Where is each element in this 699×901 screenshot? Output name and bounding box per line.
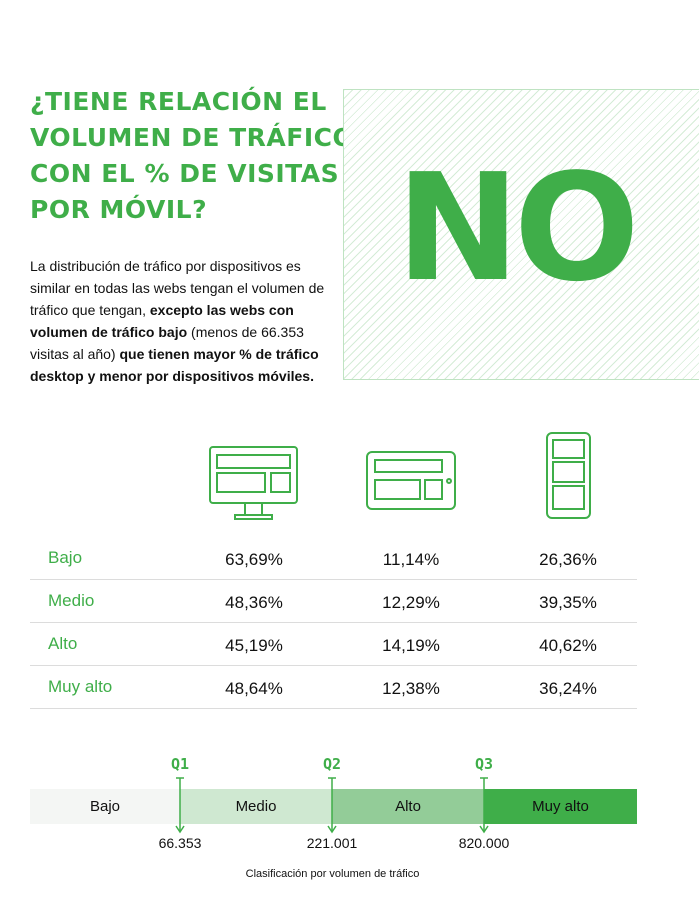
tablet-percent: 12,38% xyxy=(382,679,440,698)
mobile-percent: 26,36% xyxy=(539,550,597,569)
tablet-percent: 12,29% xyxy=(382,593,440,612)
quartile-label: Q1 xyxy=(170,755,190,773)
table-row: Alto 45,19% 14,19% 40,62% xyxy=(30,623,637,666)
scale-segment-medio: Medio xyxy=(180,789,332,824)
quartile-value: 820.000 xyxy=(458,835,510,851)
title-line: ¿Tiene relación el xyxy=(30,87,327,116)
scale-caption: Clasificación por volumen de tráfico xyxy=(245,868,420,880)
mobile-percent: 40,62% xyxy=(539,636,597,655)
row-label: Bajo xyxy=(48,548,83,567)
mobile-percent: 39,35% xyxy=(539,593,597,612)
intro-paragraph: La distribución de tráfico por dispositi… xyxy=(30,255,330,387)
quartile-value: 221.001 xyxy=(306,835,358,851)
row-label: Medio xyxy=(48,591,95,610)
quartile-label: Q3 xyxy=(474,755,494,773)
row-label: Alto xyxy=(48,634,78,653)
desktop-percent: 63,69% xyxy=(225,550,283,569)
answer-text: NO xyxy=(396,142,640,314)
mobile-percent: 36,24% xyxy=(539,679,597,698)
desktop-percent: 48,64% xyxy=(225,679,283,698)
segment-label: Medio xyxy=(235,798,277,815)
tablet-percent: 11,14% xyxy=(382,550,440,569)
desktop-percent: 48,36% xyxy=(225,593,283,612)
answer-panel: NO xyxy=(343,89,699,380)
segment-label: Bajo xyxy=(89,798,121,815)
desktop-icon xyxy=(209,446,298,520)
row-label: Muy alto xyxy=(48,677,113,696)
scale-segment-bajo: Bajo xyxy=(30,789,180,824)
traffic-scale-bar: Bajo Medio Alto Muy alto xyxy=(30,789,637,824)
scale-segment-alto: Alto xyxy=(332,789,484,824)
table-row: Muy alto 48,64% 12,38% 36,24% xyxy=(30,666,637,709)
page-title: ¿Tiene relación el volumen de tráfico co… xyxy=(30,84,355,228)
title-line: con el % de visitas xyxy=(30,159,340,188)
mobile-icon xyxy=(546,432,591,519)
intro-bold-text: que tienen mayor % de tráfico desktop y … xyxy=(30,346,319,384)
table-row: Bajo 63,69% 11,14% 26,36% xyxy=(30,537,637,580)
desktop-percent: 45,19% xyxy=(225,636,283,655)
intro-text: (menos de 66.353 visitas al año) xyxy=(30,324,304,362)
quartile-label: Q2 xyxy=(322,755,342,773)
segment-label: Muy alto xyxy=(532,798,589,815)
tablet-percent: 14,19% xyxy=(382,636,440,655)
segment-label: Alto xyxy=(395,798,421,815)
intro-text: La distribución de tráfico por dispositi… xyxy=(30,258,325,318)
tablet-icon xyxy=(366,451,456,510)
traffic-distribution-table: Bajo 63,69% 11,14% 26,36% Medio 48,36% 1… xyxy=(30,537,637,709)
scale-segment-muy-alto: Muy alto xyxy=(484,789,637,824)
title-line: por móvil? xyxy=(30,195,208,224)
table-row: Medio 48,36% 12,29% 39,35% xyxy=(30,580,637,623)
intro-bold-text: excepto las webs con volumen de tráfico … xyxy=(30,302,294,340)
title-line: volumen de tráfico xyxy=(30,123,355,152)
quartile-value: 66.353 xyxy=(158,835,202,851)
